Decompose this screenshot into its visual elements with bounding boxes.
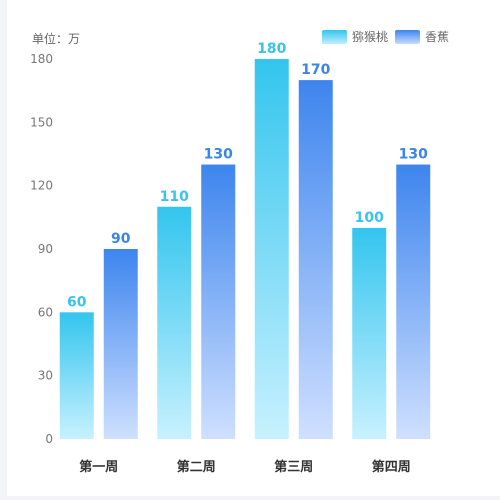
legend-label-banana: 香蕉 bbox=[425, 30, 450, 44]
bar-value-label: 180 bbox=[257, 41, 286, 57]
legend-item-kiwi[interactable]: 猕猴桃 bbox=[322, 28, 388, 45]
y-tick-label: 180 bbox=[30, 52, 53, 66]
x-category-label: 第一周 bbox=[79, 459, 118, 475]
bar-value-label: 100 bbox=[355, 210, 384, 226]
y-tick-label: 30 bbox=[38, 369, 53, 383]
left-edge-strip bbox=[0, 0, 7, 500]
bar-kiwi[interactable] bbox=[59, 312, 94, 439]
bar-banana[interactable] bbox=[103, 249, 138, 439]
legend-item-banana[interactable]: 香蕉 bbox=[395, 28, 449, 45]
bottom-edge-strip bbox=[0, 496, 500, 500]
unit-label: 单位：万 bbox=[32, 32, 81, 46]
bar-value-label: 130 bbox=[399, 147, 428, 163]
legend-swatch-kiwi bbox=[322, 29, 347, 44]
x-category-label: 第四周 bbox=[372, 459, 411, 475]
y-tick-label: 90 bbox=[38, 242, 53, 256]
bar-kiwi[interactable] bbox=[352, 227, 387, 439]
y-tick-label: 120 bbox=[30, 179, 53, 193]
legend[interactable]: 猕猴桃 香蕉 bbox=[322, 28, 456, 45]
bar-kiwi[interactable] bbox=[157, 206, 192, 439]
y-tick-label: 150 bbox=[30, 115, 53, 129]
y-tick-label: 0 bbox=[45, 432, 53, 446]
bar-value-label: 170 bbox=[301, 62, 330, 78]
bar-value-label: 60 bbox=[67, 294, 87, 310]
bar-banana[interactable] bbox=[298, 80, 333, 439]
bar-value-label: 90 bbox=[111, 231, 131, 247]
bar-kiwi[interactable] bbox=[254, 59, 289, 439]
bar-value-label: 110 bbox=[160, 189, 189, 205]
bar-banana[interactable] bbox=[201, 164, 236, 440]
bar-value-label: 130 bbox=[204, 147, 233, 163]
y-tick-label: 60 bbox=[38, 305, 53, 319]
legend-label-kiwi: 猕猴桃 bbox=[352, 30, 389, 44]
x-category-label: 第三周 bbox=[274, 459, 313, 475]
x-category-label: 第二周 bbox=[177, 459, 216, 475]
bar-banana[interactable] bbox=[396, 164, 431, 440]
legend-swatch-banana bbox=[395, 29, 421, 44]
